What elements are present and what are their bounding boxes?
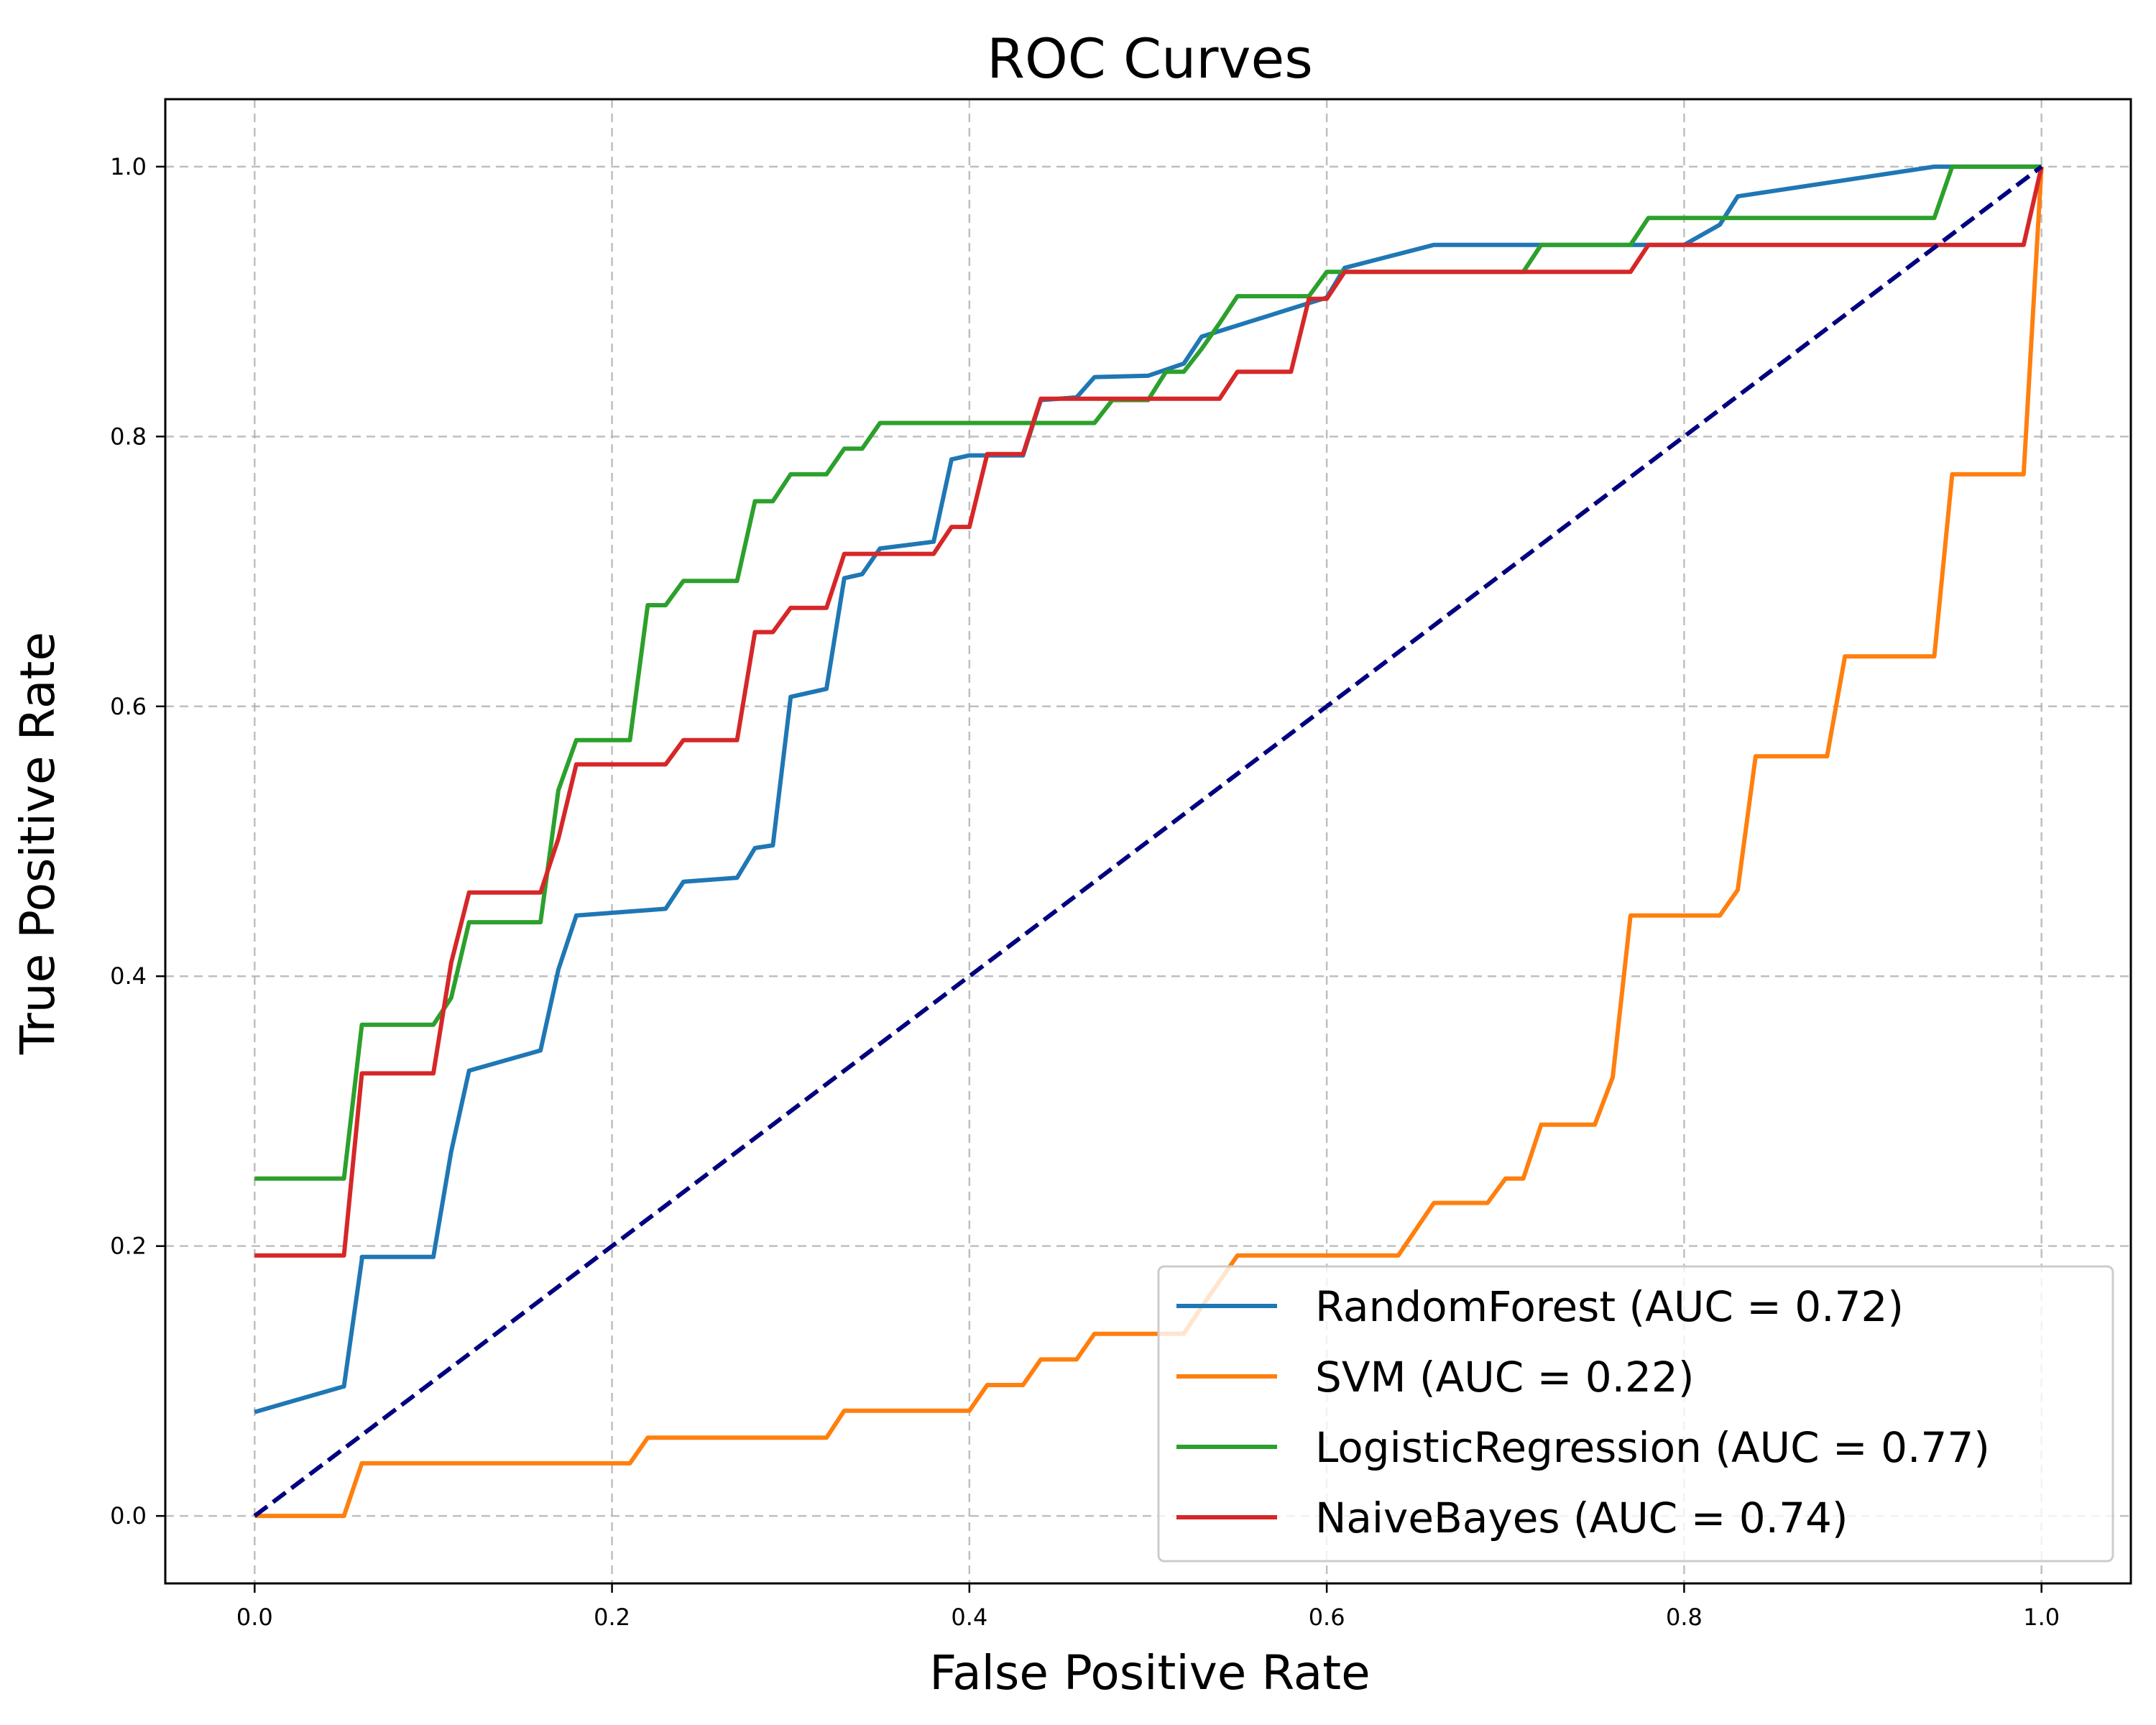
- y-tick-label: 0.0: [110, 1502, 147, 1530]
- series-line-3: [254, 164, 2042, 1181]
- y-axis-label: True Positive Rate: [10, 632, 65, 1055]
- x-axis-label: False Positive Rate: [929, 1645, 1370, 1701]
- x-tick-label: 0.2: [594, 1604, 630, 1631]
- y-tick-label: 0.2: [110, 1233, 147, 1260]
- y-tick-label: 0.6: [110, 693, 147, 720]
- series-line-2: [254, 166, 2044, 1519]
- x-tick-label: 0.6: [1309, 1604, 1345, 1631]
- y-tick-label: 0.8: [110, 423, 147, 450]
- series-line-1: [254, 164, 2042, 1414]
- legend-label: LogisticRegression (AUC = 0.77): [1315, 1423, 1990, 1472]
- chart-title: ROC Curves: [987, 27, 1313, 91]
- plot-frame: [164, 98, 2132, 1585]
- legend-label: NaiveBayes (AUC = 0.74): [1315, 1494, 1848, 1542]
- x-tick-label: 0.4: [951, 1604, 987, 1631]
- series-lines: [253, 164, 2044, 1519]
- legend-label: RandomForest (AUC = 0.72): [1315, 1282, 1904, 1331]
- y-tick-label: 1.0: [110, 153, 147, 180]
- series-line-4: [254, 166, 2044, 1258]
- legend-label: SVM (AUC = 0.22): [1315, 1353, 1694, 1402]
- x-tick-label: 0.0: [236, 1604, 273, 1631]
- chance-diagonal-line: [253, 165, 2043, 1518]
- legend-box: [1157, 1265, 2114, 1563]
- axis-ticks: 0.0 0.2 0.4 0.6 0.8 1.0 0.0 0.2 0.4 0.6 0.8 1.0: [110, 153, 2060, 1631]
- x-tick-label: 0.8: [1666, 1604, 1703, 1631]
- y-tick-label: 0.4: [110, 962, 147, 990]
- x-tick-label: 1.0: [2023, 1604, 2060, 1631]
- legend: RandomForest (AUC = 0.72) SVM (AUC = 0.22…: [1157, 1265, 2114, 1563]
